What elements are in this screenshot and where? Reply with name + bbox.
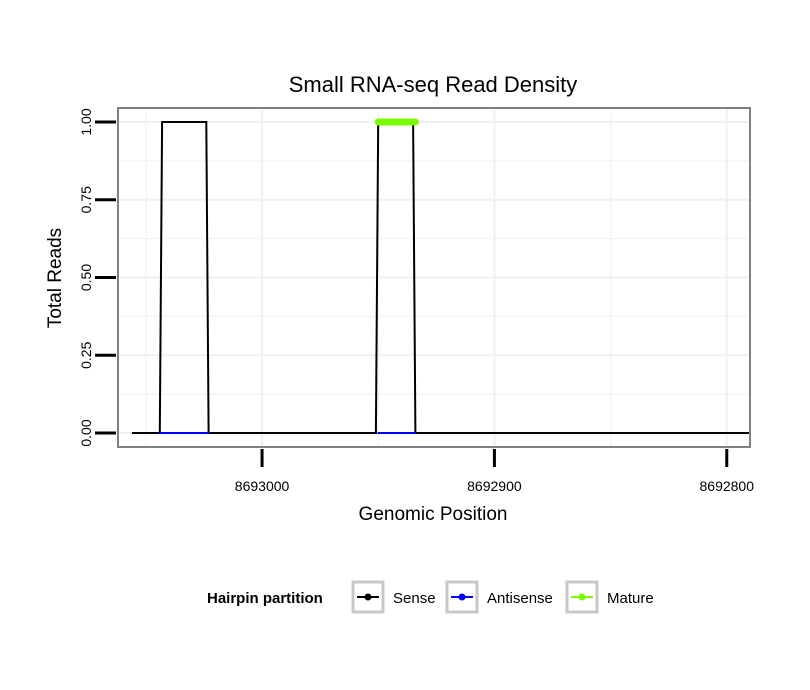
legend-label-sense: Sense — [393, 590, 436, 607]
legend-key-dot — [578, 593, 586, 601]
x-tick-label: 8693000 — [235, 478, 290, 494]
legend-key-dot — [364, 593, 372, 601]
x-axis: 8693000 8692900 8692800 — [235, 449, 754, 494]
y-tick-label: 0.25 — [78, 341, 94, 368]
legend-title: Hairpin partition — [207, 590, 323, 607]
y-tick-label: 1.00 — [78, 108, 94, 135]
y-tick-label: 0.50 — [78, 264, 94, 291]
series-layer — [131, 118, 750, 435]
x-tick-label: 8692800 — [700, 478, 755, 494]
legend: Hairpin partition Sense Antisense Mature — [207, 580, 654, 614]
legend-label-antisense: Antisense — [487, 590, 553, 607]
legend-label-mature: Mature — [607, 590, 654, 607]
y-axis: 0.00 0.25 0.50 0.75 1.00 — [78, 108, 116, 447]
y-tick-label: 0.75 — [78, 186, 94, 213]
x-tick-label: 8692900 — [467, 478, 522, 494]
y-tick-label: 0.00 — [78, 419, 94, 446]
legend-items: Sense Antisense Mature — [351, 580, 654, 614]
x-axis-title: Genomic Position — [359, 504, 508, 525]
y-axis-title: Total Reads — [45, 228, 66, 328]
legend-key-dot — [458, 593, 466, 601]
series-sense-line — [131, 121, 750, 434]
grid-lines — [118, 108, 750, 447]
chart-title: Small RNA-seq Read Density — [289, 72, 578, 97]
plot-border — [117, 107, 751, 448]
